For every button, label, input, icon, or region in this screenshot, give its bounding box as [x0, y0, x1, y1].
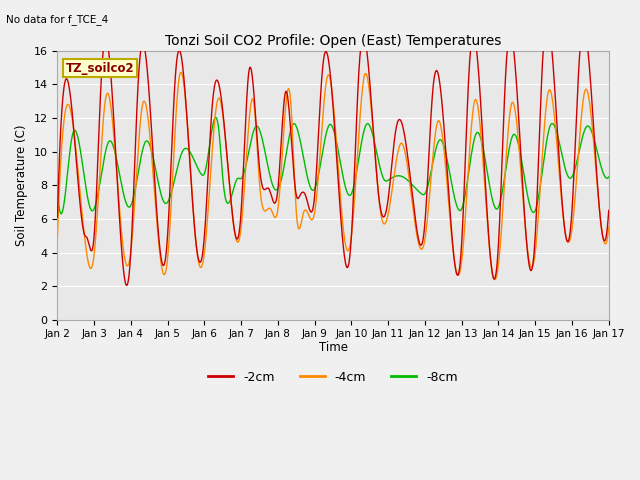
Y-axis label: Soil Temperature (C): Soil Temperature (C) — [15, 124, 28, 246]
X-axis label: Time: Time — [319, 341, 348, 354]
Text: TZ_soilco2: TZ_soilco2 — [66, 61, 134, 74]
Text: No data for f_TCE_4: No data for f_TCE_4 — [6, 14, 109, 25]
Legend: -2cm, -4cm, -8cm: -2cm, -4cm, -8cm — [204, 366, 463, 389]
Title: Tonzi Soil CO2 Profile: Open (East) Temperatures: Tonzi Soil CO2 Profile: Open (East) Temp… — [165, 34, 501, 48]
